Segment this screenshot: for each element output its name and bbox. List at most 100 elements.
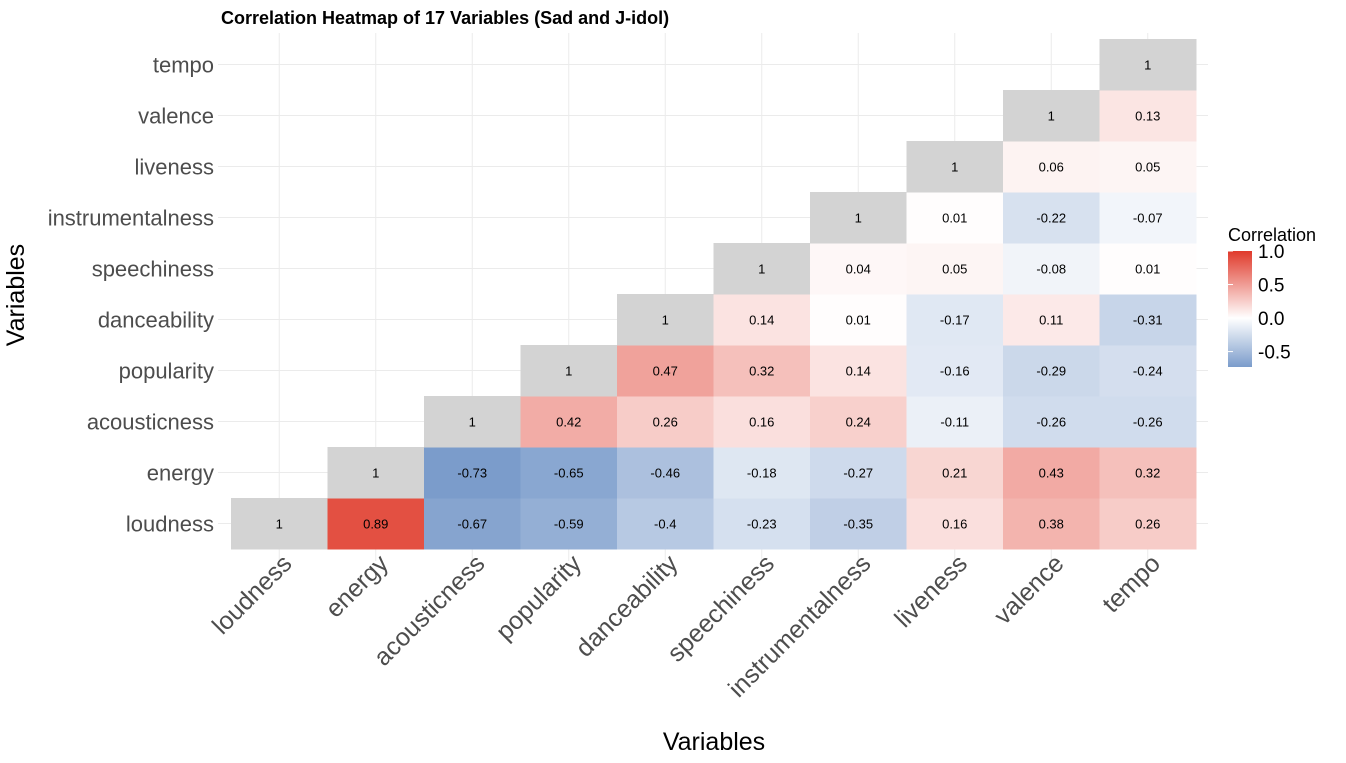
cell-label-danceability-instrumentalness: 0.01 bbox=[846, 313, 871, 328]
cell-label-acousticness-speechiness: 0.16 bbox=[749, 415, 774, 430]
cell-labels: 1 0.89 -0.67 -0.59 -0.4 -0.23 -0.35 0.16 0.38 0.2… bbox=[276, 58, 1163, 532]
heatmap-cell-danceability-liveness bbox=[906, 294, 1004, 346]
cell-label-popularity-danceability: 0.47 bbox=[653, 364, 678, 379]
x-axis-title: Variables bbox=[663, 728, 765, 756]
heatmap-cell-energy-valence bbox=[1003, 447, 1100, 499]
heatmap-cell-instrumentalness-valence bbox=[1003, 192, 1100, 244]
cell-label-acousticness-danceability: 0.26 bbox=[653, 415, 678, 430]
heatmap-cell-liveness-valence bbox=[1003, 141, 1100, 193]
cell-label-loudness-energy: 0.89 bbox=[363, 517, 388, 532]
heatmap-cell-danceability-tempo bbox=[1099, 294, 1197, 346]
y-tick-popularity: popularity bbox=[119, 359, 214, 384]
heatmap-cells bbox=[231, 39, 1197, 550]
y-tick-tempo: tempo bbox=[153, 53, 214, 78]
heatmap-cell-speechiness-valence bbox=[1003, 243, 1100, 295]
heatmap-cell-acousticness-acousticness bbox=[424, 396, 521, 448]
cell-label-acousticness-tempo: -0.26 bbox=[1133, 415, 1163, 430]
heatmap-cell-instrumentalness-liveness bbox=[906, 192, 1004, 244]
heatmap-cell-speechiness-liveness bbox=[906, 243, 1004, 295]
chart-title: Correlation Heatmap of 17 Variables (Sad… bbox=[221, 8, 669, 28]
heatmap-cell-loudness-energy bbox=[327, 498, 425, 550]
heatmap-cell-acousticness-tempo bbox=[1099, 396, 1197, 448]
heatmap-cell-tempo-tempo bbox=[1099, 39, 1197, 91]
color-legend: Correlation 1.0 0.5 0.0 -0.5 bbox=[1228, 225, 1316, 367]
cell-label-popularity-liveness: -0.16 bbox=[940, 364, 970, 379]
cell-label-danceability-tempo: -0.31 bbox=[1133, 313, 1163, 328]
cell-label-popularity-instrumentalness: 0.14 bbox=[846, 364, 871, 379]
cell-label-danceability-valence: 0.11 bbox=[1039, 313, 1063, 328]
cell-label-danceability-speechiness: 0.14 bbox=[749, 313, 774, 328]
cell-label-acousticness-valence: -0.26 bbox=[1036, 415, 1066, 430]
cell-label-popularity-speechiness: 0.32 bbox=[749, 364, 774, 379]
heatmap-cell-energy-tempo bbox=[1099, 447, 1197, 499]
x-tick-popularity: popularity bbox=[491, 549, 588, 646]
cell-label-acousticness-instrumentalness: 0.24 bbox=[846, 415, 871, 430]
cell-label-instrumentalness-valence: -0.22 bbox=[1036, 211, 1066, 226]
y-tick-instrumentalness: instrumentalness bbox=[48, 206, 214, 231]
legend-tick-label: 1.0 bbox=[1258, 242, 1284, 263]
x-tick-liveness: liveness bbox=[889, 549, 973, 633]
heatmap-cell-loudness-tempo bbox=[1099, 498, 1197, 550]
cell-label-loudness-liveness: 0.16 bbox=[942, 517, 967, 532]
cell-label-liveness-liveness: 1 bbox=[951, 160, 958, 175]
cell-label-energy-instrumentalness: -0.27 bbox=[843, 466, 873, 481]
heatmap-cell-energy-acousticness bbox=[424, 447, 521, 499]
heatmap-cell-popularity-instrumentalness bbox=[810, 345, 907, 397]
heatmap-cell-popularity-liveness bbox=[906, 345, 1004, 397]
cell-label-danceability-danceability: 1 bbox=[662, 313, 669, 328]
heatmap-cell-danceability-instrumentalness bbox=[810, 294, 907, 346]
cell-label-energy-popularity: -0.65 bbox=[554, 466, 584, 481]
heatmap-cell-popularity-valence bbox=[1003, 345, 1100, 397]
cell-label-speechiness-speechiness: 1 bbox=[758, 262, 765, 277]
heatmap-cell-popularity-danceability bbox=[617, 345, 714, 397]
cell-label-loudness-danceability: -0.4 bbox=[654, 517, 676, 532]
heatmap-cell-valence-valence bbox=[1003, 90, 1100, 142]
cell-label-loudness-loudness: 1 bbox=[276, 517, 283, 532]
heatmap-cell-energy-speechiness bbox=[713, 447, 811, 499]
heatmap-cell-loudness-loudness bbox=[231, 498, 328, 550]
cell-label-energy-tempo: 0.32 bbox=[1135, 466, 1160, 481]
cell-label-popularity-popularity: 1 bbox=[565, 364, 572, 379]
cell-label-instrumentalness-tempo: -0.07 bbox=[1133, 211, 1163, 226]
cell-label-liveness-valence: 0.06 bbox=[1039, 160, 1064, 175]
heatmap-cell-instrumentalness-tempo bbox=[1099, 192, 1197, 244]
cell-label-loudness-speechiness: -0.23 bbox=[747, 517, 777, 532]
cell-label-speechiness-liveness: 0.05 bbox=[942, 262, 967, 277]
y-tick-valence: valence bbox=[138, 104, 214, 129]
heatmap-cell-danceability-danceability bbox=[617, 294, 714, 346]
cell-label-instrumentalness-instrumentalness: 1 bbox=[855, 211, 862, 226]
y-tick-energy: energy bbox=[147, 461, 214, 486]
y-tick-acousticness: acousticness bbox=[87, 410, 214, 435]
cell-label-popularity-tempo: -0.24 bbox=[1133, 364, 1163, 379]
heatmap-cell-acousticness-danceability bbox=[617, 396, 714, 448]
x-tick-tempo: tempo bbox=[1097, 549, 1166, 618]
heatmap-cell-loudness-popularity bbox=[520, 498, 618, 550]
heatmap-cell-acousticness-instrumentalness bbox=[810, 396, 907, 448]
cell-label-instrumentalness-liveness: 0.01 bbox=[942, 211, 967, 226]
y-tick-danceability: danceability bbox=[98, 308, 214, 333]
heatmap-cell-acousticness-speechiness bbox=[713, 396, 811, 448]
cell-label-speechiness-tempo: 0.01 bbox=[1135, 262, 1160, 277]
heatmap-cell-loudness-speechiness bbox=[713, 498, 811, 550]
heatmap-cell-liveness-liveness bbox=[906, 141, 1004, 193]
y-tick-liveness: liveness bbox=[135, 155, 214, 180]
cell-label-liveness-tempo: 0.05 bbox=[1135, 160, 1160, 175]
cell-label-loudness-popularity: -0.59 bbox=[554, 517, 584, 532]
cell-label-acousticness-acousticness: 1 bbox=[469, 415, 476, 430]
cell-label-acousticness-liveness: -0.11 bbox=[940, 415, 969, 430]
legend-colorbar bbox=[1228, 251, 1252, 367]
cell-label-valence-valence: 1 bbox=[1048, 109, 1055, 124]
heatmap-cell-loudness-valence bbox=[1003, 498, 1100, 550]
heatmap-cell-speechiness-instrumentalness bbox=[810, 243, 907, 295]
heatmap-cell-danceability-speechiness bbox=[713, 294, 811, 346]
heatmap-cell-acousticness-popularity bbox=[520, 396, 618, 448]
heatmap-cell-speechiness-tempo bbox=[1099, 243, 1197, 295]
heatmap-cell-liveness-tempo bbox=[1099, 141, 1197, 193]
cell-label-energy-valence: 0.43 bbox=[1039, 466, 1064, 481]
cell-label-energy-speechiness: -0.18 bbox=[747, 466, 777, 481]
cell-label-danceability-liveness: -0.17 bbox=[940, 313, 970, 328]
cell-label-speechiness-valence: -0.08 bbox=[1036, 262, 1066, 277]
x-tick-valence: valence bbox=[989, 549, 1070, 630]
